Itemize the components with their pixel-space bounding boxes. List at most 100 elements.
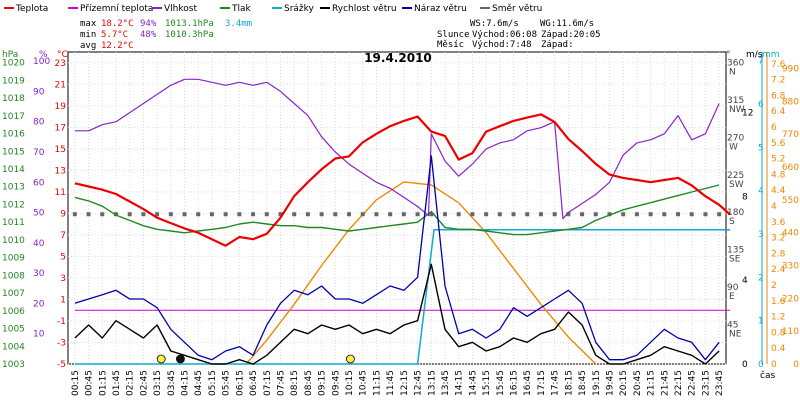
- smer-vetru-point: [566, 212, 571, 217]
- legend-label: Přízemní teplota: [80, 4, 153, 14]
- direction-tick-label: 360: [727, 58, 744, 68]
- x-tick-label: 16:15: [510, 370, 520, 396]
- max-hum: 94%: [140, 19, 157, 29]
- legend-label: Srážky: [284, 4, 315, 14]
- smer-vetru-point: [196, 212, 201, 217]
- direction-tick-label: 90: [727, 283, 739, 293]
- x-tick-label: 01:45: [112, 370, 122, 396]
- smer-vetru-point: [511, 212, 516, 217]
- x-tick-label: 16:45: [523, 370, 533, 396]
- celsius-tick-label: -5: [57, 360, 66, 370]
- x-tick-label: 05:45: [222, 370, 232, 396]
- x-tick-label: 10:45: [359, 370, 369, 396]
- sun-marker: [345, 354, 355, 364]
- mm-tick-label: 1.2: [771, 313, 785, 323]
- x-tick-label: 06:15: [235, 370, 245, 396]
- x-tick-label: 17:45: [551, 370, 561, 396]
- celsius-tick-label: -1: [57, 317, 66, 327]
- x-tick-label: 09:15: [318, 370, 328, 396]
- percent-tick-label: 70: [33, 148, 45, 158]
- smer-vetru-point: [305, 212, 310, 217]
- unit-label: m/s: [746, 50, 763, 60]
- percent-tick-label: 50: [33, 209, 45, 219]
- avg-label: avg: [80, 41, 96, 51]
- wind-scale-tick-label: 0: [742, 360, 748, 370]
- smer-vetru-point: [607, 212, 612, 217]
- chart-title: 19.4.2010: [364, 51, 432, 65]
- x-tick-label: 00:45: [85, 370, 95, 396]
- smer-vetru-point: [374, 212, 379, 217]
- smer-vetru-point: [470, 212, 475, 217]
- mm-tick-label: 3.2: [771, 234, 785, 244]
- smer-vetru-point: [251, 212, 256, 217]
- x-axis-label: čas: [760, 370, 775, 381]
- x-tick-label: 20:45: [633, 370, 643, 396]
- moon-label: Měsíc: [437, 40, 464, 50]
- x-tick-label: 01:15: [98, 370, 108, 396]
- direction-tick-dir: E: [729, 292, 735, 302]
- hpa-tick-label: 1008: [2, 271, 25, 281]
- x-tick-label: 08:45: [304, 370, 314, 396]
- legend-item: Náraz větru: [402, 4, 467, 14]
- hpa-tick-label: 1012: [2, 200, 25, 210]
- celsius-tick-label: 5: [60, 252, 66, 262]
- smer-vetru-point: [525, 212, 530, 217]
- wind-scale-tick-label: 4: [742, 276, 748, 286]
- percent-tick-label: 30: [33, 269, 45, 279]
- ms-tick-label: 6: [758, 100, 764, 110]
- hpa-tick-label: 1009: [2, 254, 25, 264]
- hpa-tick-label: 1016: [2, 130, 25, 140]
- smer-vetru-point: [292, 212, 297, 217]
- smer-vetru-point: [209, 212, 214, 217]
- smer-vetru-point: [113, 212, 118, 217]
- mm-tick-label: 7.6: [771, 60, 786, 70]
- x-tick-label: 15:45: [496, 370, 506, 396]
- x-tick-label: 12:15: [400, 370, 410, 396]
- percent-tick-label: 80: [33, 118, 45, 128]
- smer-vetru-point: [484, 212, 489, 217]
- solar-tick-label: 440: [782, 229, 799, 239]
- x-tick-label: 15:15: [482, 370, 492, 396]
- srazky-line: [74, 228, 731, 365]
- max-press: 1013.1hPa: [165, 19, 214, 29]
- max-rain: 3.4mm: [225, 19, 252, 29]
- x-tick-label: 23:15: [701, 370, 711, 396]
- direction-tick-label: 225: [727, 171, 744, 181]
- x-tick-label: 22:15: [674, 370, 684, 396]
- mm-tick-label: 3.6: [771, 218, 786, 228]
- mm-tick-label: 4.8: [771, 170, 786, 180]
- legend-item: Přízemní teplota: [68, 4, 153, 14]
- hpa-tick-label: 1007: [2, 289, 25, 299]
- ms-tick-label: 3: [758, 230, 764, 240]
- celsius-tick-label: 17: [55, 123, 66, 133]
- x-tick-label: 04:45: [194, 370, 204, 396]
- sunrise: Východ:06:08: [472, 30, 537, 40]
- smer-vetru-point: [155, 212, 160, 217]
- wind-speed-max: WS:7.6m/s: [470, 19, 519, 29]
- direction-tick-dir: SE: [729, 255, 741, 265]
- legend-label: Tlak: [231, 4, 252, 14]
- hpa-tick-label: 1003: [2, 360, 25, 370]
- smer-vetru-point: [648, 212, 653, 217]
- celsius-tick-label: 1: [60, 295, 66, 305]
- slunecni-svit-line: [245, 181, 597, 365]
- x-tick-label: 14:15: [455, 370, 465, 396]
- x-tick-label: 14:45: [468, 370, 478, 396]
- mm-tick-label: 5.2: [771, 155, 785, 165]
- x-tick-label: 11:15: [372, 370, 382, 396]
- percent-tick-label: 60: [33, 178, 45, 188]
- direction-tick-label: 135: [727, 246, 744, 256]
- mm-tick-label: 0.4: [771, 344, 786, 354]
- max-label: max: [80, 19, 97, 29]
- mm-tick-label: 4: [771, 202, 777, 212]
- direction-tick-dir: SW: [729, 180, 744, 190]
- solar-tick-label: 770: [782, 130, 799, 140]
- ms-tick-label: 5: [758, 143, 764, 153]
- x-tick-label: 12:45: [414, 370, 424, 396]
- direction-tick-dir: N: [729, 67, 736, 77]
- unit-label: hPa: [2, 50, 18, 60]
- solar-tick-label: 110: [782, 327, 799, 337]
- tlak-line: [74, 184, 720, 236]
- unit-label: °C: [57, 50, 68, 60]
